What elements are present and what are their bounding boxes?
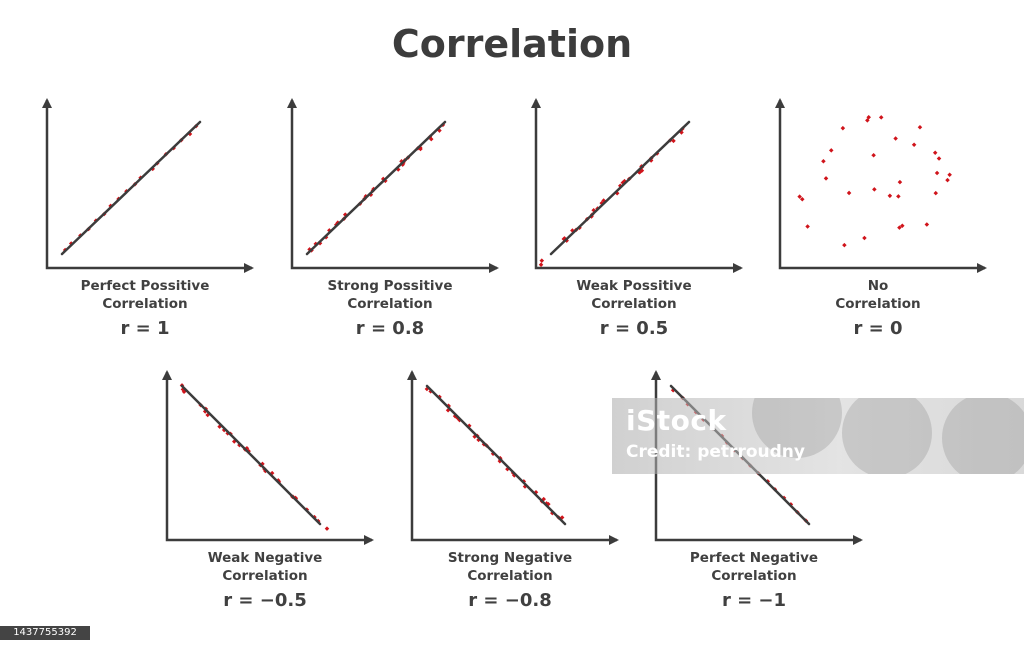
r-value-label: r = −1	[721, 590, 787, 611]
data-point	[871, 152, 876, 158]
y-axis-arrow	[162, 370, 172, 380]
x-axis-arrow	[364, 535, 374, 545]
data-point	[911, 142, 917, 147]
data-point	[945, 177, 950, 183]
chart-panel-4	[775, 98, 987, 273]
r-value-label: r = 0.8	[355, 318, 425, 339]
y-axis-arrow	[42, 98, 52, 108]
watermark-brand: iStock	[626, 404, 727, 437]
x-axis-arrow	[244, 263, 254, 273]
data-point	[538, 262, 544, 267]
y-axis-arrow	[531, 98, 541, 108]
r-value-label: r = 1	[120, 318, 170, 339]
chart-panel-3	[531, 98, 743, 273]
data-point	[828, 148, 834, 153]
data-point	[887, 193, 893, 199]
chart-title-line: Weak Possitive	[576, 278, 692, 294]
data-point	[878, 115, 884, 120]
data-point	[933, 190, 939, 196]
data-point	[897, 179, 903, 185]
chart-caption: Perfect Negative Correlation r = −1	[644, 549, 864, 612]
data-point	[934, 170, 940, 176]
data-point	[862, 235, 867, 241]
data-point	[805, 224, 810, 229]
chart-title-line: Correlation	[347, 296, 433, 312]
chart-title-line: Correlation	[591, 296, 677, 312]
y-axis-arrow	[407, 370, 417, 380]
chart-panel-5	[162, 370, 374, 545]
chart-caption: Weak Negative Correlation r = −0.5	[155, 549, 375, 612]
data-point	[924, 222, 930, 227]
data-point	[917, 124, 923, 130]
data-point	[872, 187, 877, 192]
chart-axes	[778, 100, 985, 270]
chart-title-line: Perfect Negative	[689, 550, 819, 566]
r-value-label: r = 0	[853, 318, 903, 339]
data-point	[896, 194, 901, 199]
r-value-label: r = −0.5	[223, 590, 307, 611]
chart-caption: Strong Negative Correlation r = −0.8	[400, 549, 620, 612]
x-axis-arrow	[977, 263, 987, 273]
data-point	[840, 125, 846, 131]
chart-title-line: Correlation	[102, 296, 188, 312]
data-point	[823, 176, 829, 181]
r-value-label: r = 0.5	[599, 318, 669, 339]
chart-caption: Strong Possitive Correlation r = 0.8	[280, 277, 500, 340]
trend-line	[305, 120, 447, 256]
y-axis-arrow	[651, 370, 661, 380]
chart-title-line: Correlation	[222, 568, 308, 584]
x-axis-arrow	[853, 535, 863, 545]
page-title: Correlation	[391, 22, 633, 66]
data-point	[893, 136, 898, 141]
data-point	[428, 136, 434, 142]
chart-caption: No Correlation r = 0	[768, 277, 988, 340]
chart-title-line: Correlation	[711, 568, 797, 584]
data-point	[932, 150, 938, 155]
data-point	[324, 526, 330, 531]
data-point	[842, 242, 847, 248]
data-point	[539, 258, 545, 263]
chart-title-line: Correlation	[467, 568, 553, 584]
trend-line	[60, 120, 202, 256]
chart-panel-2	[287, 98, 499, 273]
chart-title-line: Weak Negative	[207, 550, 323, 566]
chart-title-line: Perfect Possitive	[80, 278, 210, 294]
chart-title-line: Strong Negative	[447, 550, 573, 566]
data-point	[936, 156, 942, 161]
y-axis-arrow	[287, 98, 297, 108]
trend-line	[425, 384, 567, 526]
data-point	[821, 158, 826, 164]
data-point	[846, 190, 852, 196]
chart-title-line: Strong Possitive	[327, 278, 453, 294]
chart-caption: Weak Possitive Correlation r = 0.5	[524, 277, 744, 340]
y-axis-arrow	[775, 98, 785, 108]
chart-axes	[290, 100, 497, 270]
image-id-badge: 1437755392	[0, 626, 90, 640]
chart-caption: Perfect Possitive Correlation r = 1	[35, 277, 255, 340]
chart-axes	[534, 100, 741, 270]
r-value-label: r = −0.8	[468, 590, 552, 611]
chart-panel-1	[42, 98, 254, 273]
x-axis-arrow	[733, 263, 743, 273]
chart-axes	[165, 372, 372, 542]
chart-panel-6	[407, 370, 619, 545]
watermark-credit: Credit: petrroudny	[626, 442, 805, 462]
watermark: iStock Credit: petrroudny	[612, 398, 1024, 474]
chart-title-line: No	[867, 278, 889, 294]
trend-line	[549, 120, 691, 256]
x-axis-arrow	[489, 263, 499, 273]
data-point	[947, 172, 952, 178]
chart-axes	[410, 372, 617, 542]
chart-axes	[45, 100, 252, 270]
chart-title-line: Correlation	[835, 296, 921, 312]
trend-line	[180, 384, 322, 526]
x-axis-arrow	[609, 535, 619, 545]
